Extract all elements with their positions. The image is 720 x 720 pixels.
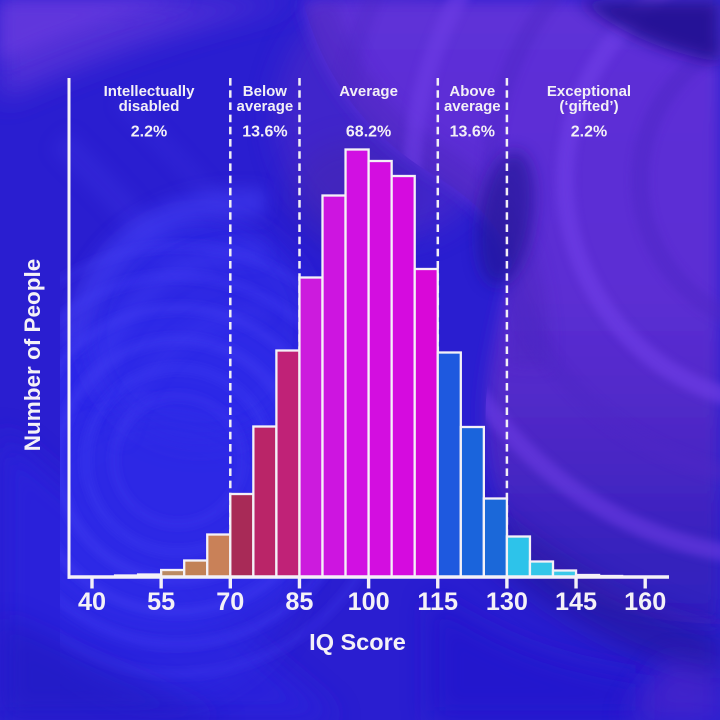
svg-text:85: 85 [285,588,313,616]
svg-text:Above: Above [449,83,495,100]
svg-text:Below: Below [243,83,288,100]
svg-text:55: 55 [147,588,175,616]
svg-text:average: average [237,98,294,115]
svg-text:(‘gifted’): (‘gifted’) [559,98,618,115]
svg-text:70: 70 [216,588,244,616]
svg-text:Intellectually: Intellectually [104,83,196,100]
svg-text:100: 100 [348,588,390,616]
svg-text:40: 40 [78,588,106,616]
svg-text:68.2%: 68.2% [346,124,391,141]
svg-text:13.6%: 13.6% [450,124,495,141]
svg-text:IQ Score: IQ Score [309,629,406,655]
svg-text:Average: Average [339,83,398,100]
svg-text:2.2%: 2.2% [571,124,607,141]
svg-text:disabled: disabled [119,98,180,115]
svg-text:115: 115 [417,588,458,616]
svg-text:average: average [444,98,501,115]
svg-text:Exceptional: Exceptional [547,83,631,100]
svg-text:160: 160 [624,588,666,616]
svg-text:13.6%: 13.6% [242,124,287,141]
svg-text:145: 145 [555,588,597,616]
svg-text:130: 130 [486,588,528,616]
svg-text:Number of People: Number of People [20,259,45,452]
svg-text:2.2%: 2.2% [131,124,167,141]
